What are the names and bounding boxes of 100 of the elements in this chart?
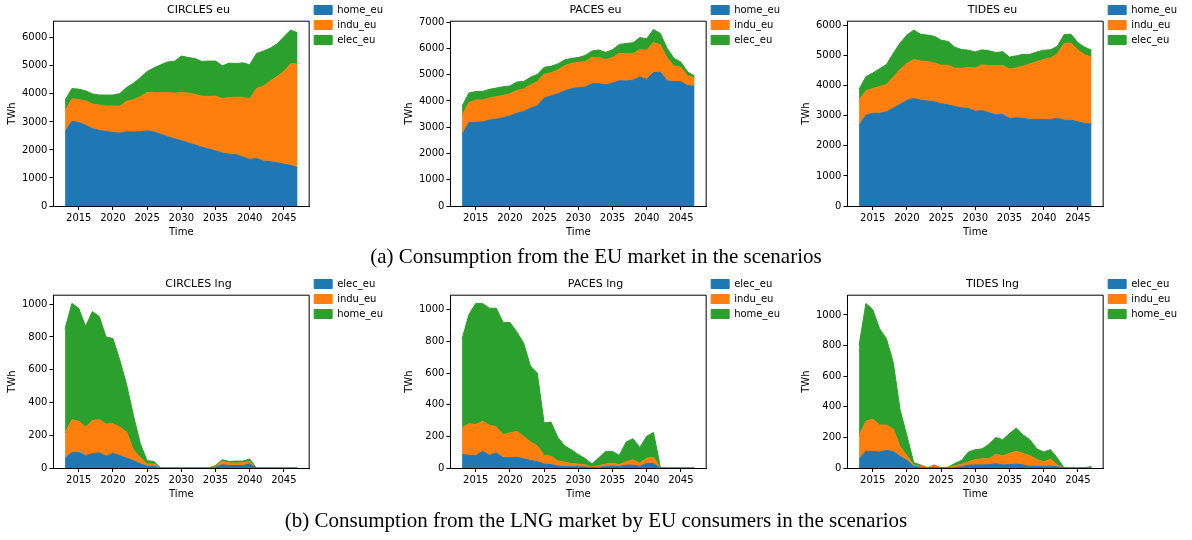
x-tick-label: 2015: [66, 211, 92, 223]
x-tick-label: 2015: [463, 473, 489, 485]
x-axis-title: Time: [565, 487, 591, 499]
y-tick-label: 1000: [22, 171, 48, 183]
text: (a) Consumption from the EU market in the scenarios: [370, 244, 822, 268]
y-tick-label: 600: [425, 366, 445, 378]
y-tick-label: 400: [425, 398, 445, 410]
legend-label: indu_eu: [734, 292, 774, 305]
y-tick-label: 0: [41, 461, 48, 473]
x-tick-label: 2015: [463, 211, 489, 223]
y-tick-label: 7000: [419, 15, 445, 27]
x-axis-title: Time: [962, 487, 988, 499]
chart-title: CIRCLES eu: [167, 3, 230, 17]
y-tick-label: 800: [822, 339, 842, 351]
x-axis-title: Time: [565, 225, 591, 237]
y-tick-label: 2000: [419, 147, 445, 159]
y-axis-title: TWh: [402, 102, 414, 126]
x-tick-label: 2045: [271, 211, 297, 223]
x-tick-label: 2040: [633, 473, 660, 485]
chart-title: TIDES eu: [966, 3, 1018, 17]
x-tick-label: 2035: [202, 473, 229, 485]
legend-label: home_eu: [734, 3, 780, 16]
x-tick-label: 2025: [531, 211, 557, 223]
chart-title: CIRCLES lng: [165, 277, 232, 291]
x-tick-label: 2040: [236, 211, 263, 223]
x-tick-label: 2020: [894, 211, 920, 223]
x-tick-label: 2035: [996, 211, 1023, 223]
y-tick-label: 0: [438, 199, 445, 211]
x-tick-label: 2025: [531, 473, 557, 485]
y-tick-label: 800: [28, 330, 48, 342]
y-tick-label: 6000: [816, 19, 842, 31]
legend-label: elec_eu: [337, 277, 376, 290]
x-tick-label: 2015: [860, 473, 886, 485]
y-tick-label: 0: [835, 199, 842, 211]
y-tick-label: 200: [28, 428, 48, 440]
x-tick-label: 2045: [668, 473, 694, 485]
legend-label: indu_eu: [337, 292, 377, 305]
x-tick-label: 2030: [962, 473, 989, 485]
x-tick-label: 2045: [1065, 473, 1091, 485]
legend-label: elec_eu: [734, 33, 773, 46]
legend-label: elec_eu: [1131, 33, 1170, 46]
x-tick-label: 2035: [996, 473, 1023, 485]
x-tick-label: 2035: [599, 473, 626, 485]
y-axis-title: TWh: [5, 370, 17, 394]
x-axis-title: Time: [962, 225, 988, 237]
y-tick-label: 0: [835, 461, 842, 473]
y-tick-label: 400: [28, 396, 48, 408]
x-tick-label: 2045: [668, 211, 694, 223]
legend-label: elec_eu: [734, 277, 773, 290]
x-tick-label: 2030: [962, 211, 989, 223]
y-axis-title: TWh: [799, 370, 811, 394]
x-tick-label: 2025: [928, 211, 954, 223]
x-tick-label: 2040: [1030, 473, 1057, 485]
y-tick-label: 1000: [419, 303, 445, 315]
y-tick-label: 1000: [816, 308, 842, 320]
x-tick-label: 2020: [100, 473, 126, 485]
y-axis-title: TWh: [799, 102, 811, 126]
y-tick-label: 1000: [22, 297, 48, 309]
legend-label: home_eu: [337, 307, 383, 320]
y-tick-label: 4000: [22, 87, 48, 99]
legend-label: home_eu: [1131, 307, 1177, 320]
text: (b) Consumption from the LNG market by EU consumers in the scenarios: [284, 508, 908, 532]
chart-title: TIDES lng: [965, 277, 1019, 291]
x-tick-label: 2030: [565, 473, 592, 485]
y-tick-label: 3000: [22, 115, 48, 127]
y-axis-title: TWh: [5, 102, 17, 126]
y-tick-label: 6000: [419, 41, 445, 53]
y-tick-label: 4000: [419, 94, 445, 106]
y-tick-label: 5000: [419, 68, 445, 80]
y-tick-label: 1000: [816, 169, 842, 181]
y-tick-label: 200: [425, 429, 445, 441]
y-tick-label: 600: [822, 369, 842, 381]
x-tick-label: 2020: [894, 473, 920, 485]
x-tick-label: 2020: [497, 473, 523, 485]
y-tick-label: 5000: [816, 49, 842, 61]
y-tick-label: 6000: [22, 31, 48, 43]
y-tick-label: 5000: [22, 59, 48, 71]
y-tick-label: 2000: [22, 143, 48, 155]
x-tick-label: 2040: [1030, 211, 1057, 223]
legend-label: home_eu: [1131, 3, 1177, 16]
x-tick-label: 2020: [497, 211, 523, 223]
legend-label: indu_eu: [1131, 18, 1171, 31]
y-tick-label: 400: [822, 400, 842, 412]
x-axis-title: Time: [168, 225, 194, 237]
x-tick-label: 2030: [168, 473, 195, 485]
x-tick-label: 2040: [633, 211, 660, 223]
y-tick-label: 1000: [419, 173, 445, 185]
legend-label: elec_eu: [337, 33, 376, 46]
legend-label: indu_eu: [1131, 292, 1171, 305]
legend-label: indu_eu: [337, 18, 377, 31]
x-tick-label: 2030: [565, 211, 592, 223]
y-tick-label: 2000: [816, 139, 842, 151]
y-tick-label: 4000: [816, 79, 842, 91]
y-tick-label: 3000: [816, 109, 842, 121]
x-tick-label: 2020: [100, 211, 126, 223]
x-tick-label: 2035: [599, 211, 626, 223]
y-axis-title: TWh: [402, 370, 414, 394]
legend-label: home_eu: [734, 307, 780, 320]
x-tick-label: 2025: [134, 473, 160, 485]
x-axis-title: Time: [168, 487, 194, 499]
